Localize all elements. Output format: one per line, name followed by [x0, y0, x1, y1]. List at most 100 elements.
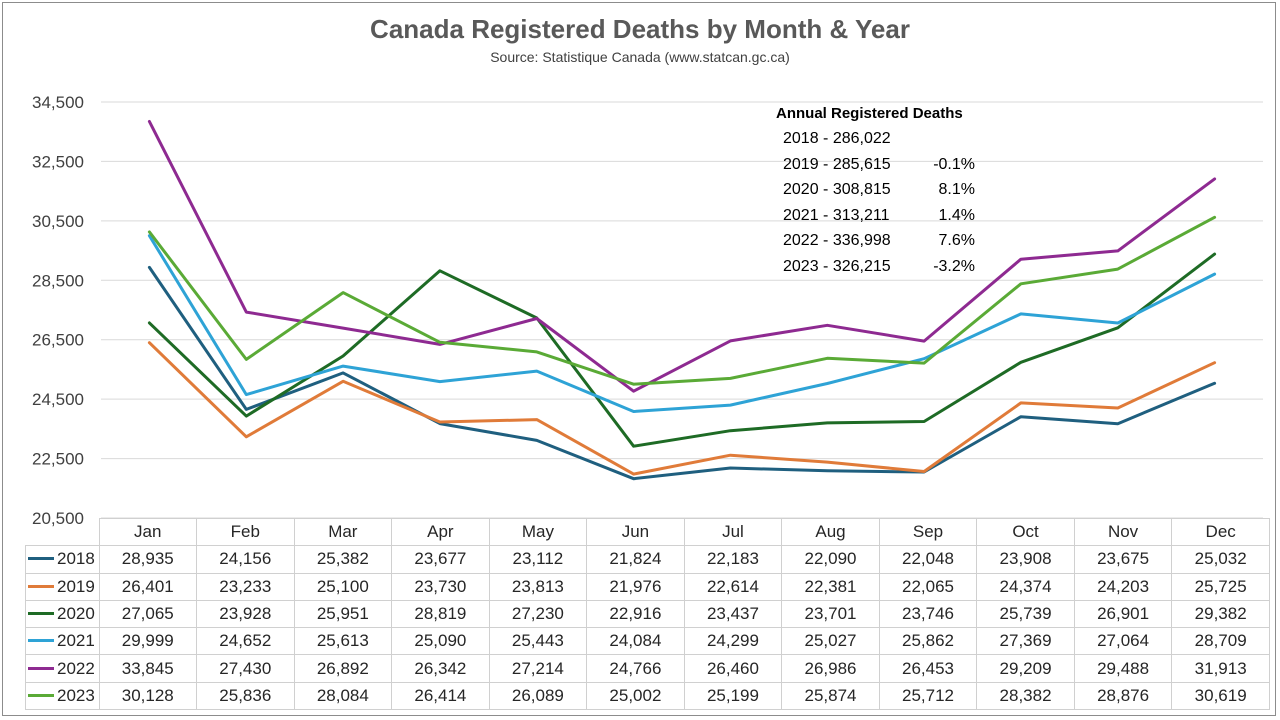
table-cell: 23,908 [976, 545, 1075, 574]
annual-deaths-row: 2020 - 308,815 8.1% [783, 181, 975, 199]
series-line-2020 [147, 252, 1217, 448]
y-tick-label: 26,500 [32, 331, 84, 350]
series-line-2023 [147, 215, 1217, 386]
x-tick-label: Sep [878, 517, 978, 547]
table-cell: 25,712 [878, 681, 978, 711]
annual-change-pct: -3.2% [933, 258, 975, 275]
table-row: 2023 30,128 25,836 28,084 26,414 26,089 25,002… [25, 681, 1270, 711]
x-tick-label: Jun [586, 517, 685, 547]
table-cell: 23,701 [781, 599, 880, 629]
table-cell: 29,382 [1171, 599, 1270, 629]
table-cell: 25,032 [1171, 545, 1270, 574]
series-name: 2020 [57, 604, 95, 624]
table-cell: 25,951 [293, 599, 393, 629]
table-cell: 25,836 [196, 681, 295, 711]
x-tick-label: Mar [293, 517, 393, 547]
table-cell: 21,824 [586, 545, 685, 574]
x-tick-label: Oct [976, 517, 1075, 547]
x-tick-label: Jul [683, 517, 783, 547]
table-cell: 27,065 [98, 599, 198, 629]
table-cell: 25,613 [293, 627, 393, 656]
table-cell: 24,652 [196, 627, 295, 656]
x-tick-label: Dec [1171, 517, 1270, 547]
table-cell: 27,369 [976, 627, 1075, 656]
table-cell: 25,100 [293, 572, 393, 601]
table-cell: 28,819 [391, 599, 490, 629]
legend-key-icon [28, 639, 54, 643]
legend-entry: 2022 [25, 654, 100, 683]
series-name: 2023 [57, 685, 95, 705]
table-cell: 31,913 [1171, 654, 1270, 683]
legend-entry: 2018 [25, 545, 100, 574]
legend-key-icon [28, 693, 54, 697]
y-tick-label: 32,500 [32, 152, 84, 171]
table-cell: 30,128 [98, 681, 198, 711]
table-cell: 25,382 [293, 545, 393, 574]
x-tick-label: May [488, 517, 588, 547]
chart-subtitle: Source: Statistique Canada (www.statcan.… [490, 49, 790, 65]
table-cell: 22,183 [683, 545, 783, 574]
table-cell: 23,746 [878, 599, 978, 629]
table-cell: 26,901 [1073, 599, 1173, 629]
table-cell: 24,203 [1073, 572, 1173, 601]
table-cell: 22,381 [781, 572, 880, 601]
table-cell: 29,488 [1073, 654, 1173, 683]
y-tick-label: 34,500 [32, 93, 84, 112]
series-name: 2021 [57, 631, 95, 651]
table-cell: 23,677 [391, 545, 490, 574]
table-cell: 29,209 [976, 654, 1075, 683]
y-tick-label: 30,500 [32, 212, 84, 231]
table-cell: 23,112 [488, 545, 588, 574]
table-cell: 28,084 [293, 681, 393, 711]
table-cell: 25,874 [781, 681, 880, 711]
table-cell: 29,999 [98, 627, 198, 656]
annual-deaths-value: 2019 - 285,615 [783, 155, 891, 173]
table-cell: 25,725 [1171, 572, 1270, 601]
table-row: 2018 28,935 24,156 25,382 23,677 23,112 21,824… [25, 545, 1270, 574]
annual-change-pct: 8.1% [938, 181, 975, 199]
annual-deaths-row: 2023 - 326,215 -3.2% [783, 258, 975, 276]
data-table: Jan Feb Mar Apr May Jun Jul Aug Sep Oct Nov Dec 201… [25, 517, 1270, 711]
legend-key-icon [28, 584, 54, 588]
table-cell: 33,845 [98, 654, 198, 683]
legend-key-icon [28, 612, 54, 616]
x-tick-label: Aug [781, 517, 880, 547]
table-cell: 24,084 [586, 627, 685, 656]
legend-entry: 2023 [25, 681, 100, 711]
table-corner [25, 518, 100, 547]
table-cell: 28,935 [98, 545, 198, 574]
table-cell: 24,374 [976, 572, 1075, 601]
table-cell: 26,414 [391, 681, 490, 711]
series-line-2019 [147, 341, 1217, 476]
table-cell: 27,064 [1073, 627, 1173, 656]
table-cell: 26,342 [391, 654, 490, 683]
annual-change-pct: 7.6% [938, 232, 975, 250]
table-cell: 22,048 [878, 545, 978, 574]
table-cell: 27,230 [488, 599, 588, 629]
table-cell: 23,730 [391, 572, 490, 601]
table-cell: 25,199 [683, 681, 783, 711]
table-row: 2022 33,845 27,430 26,892 26,342 27,214 24,766… [25, 654, 1270, 683]
series-line-2021 [147, 234, 1217, 413]
legend-entry: 2020 [25, 599, 100, 629]
table-cell: 23,813 [488, 572, 588, 601]
table-cell: 28,709 [1171, 627, 1270, 656]
table-cell: 23,675 [1073, 545, 1173, 574]
table-cell: 25,002 [586, 681, 685, 711]
table-cell: 21,976 [586, 572, 685, 601]
table-cell: 25,027 [781, 627, 880, 656]
table-cell: 22,916 [586, 599, 685, 629]
table-cell: 26,401 [98, 572, 198, 601]
table-cell: 25,862 [878, 627, 978, 656]
annual-deaths-value: 2020 - 308,815 [783, 181, 891, 199]
annual-change-pct: 1.4% [938, 206, 975, 224]
table-cell: 26,460 [683, 654, 783, 683]
annual-deaths-row: 2022 - 336,998 7.6% [783, 232, 975, 250]
table-cell: 28,382 [976, 681, 1075, 711]
x-tick-label: Apr [391, 517, 490, 547]
table-row: 2020 27,065 23,928 25,951 28,819 27,230 22,916… [25, 599, 1270, 629]
annual-deaths-row: 2018 - 286,022 [783, 130, 891, 148]
series-name: 2018 [57, 549, 95, 569]
